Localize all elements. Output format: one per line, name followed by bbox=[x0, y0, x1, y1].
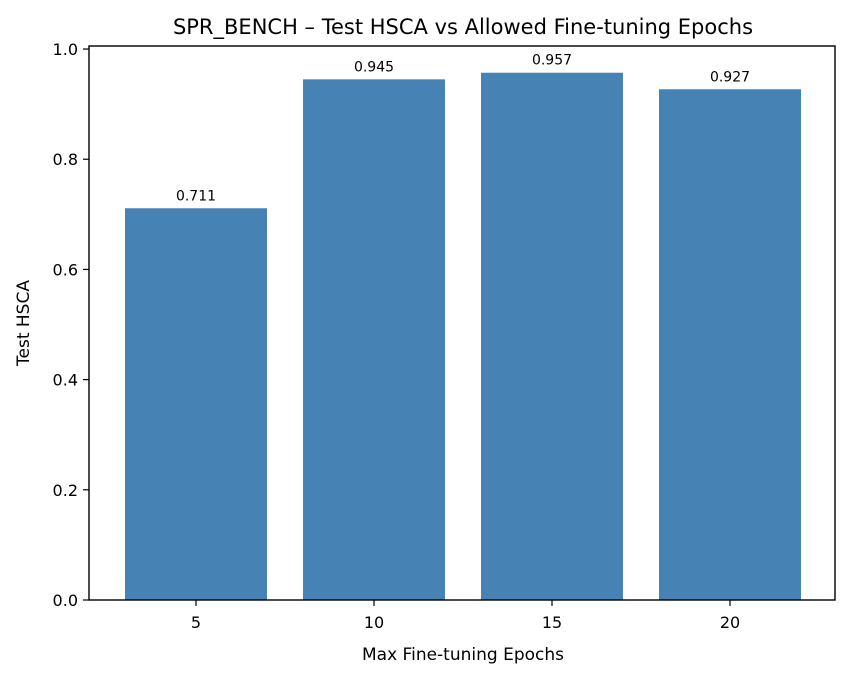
x-tick-label: 20 bbox=[720, 613, 740, 632]
bar-value-label: 0.957 bbox=[532, 53, 572, 69]
bars-layer bbox=[125, 72, 801, 601]
bar-value-label: 0.927 bbox=[710, 69, 750, 85]
y-tick-label: 0.6 bbox=[53, 260, 78, 279]
y-axis-label: Test HSCA bbox=[14, 280, 34, 367]
y-tick-label: 0.2 bbox=[53, 481, 78, 500]
x-tick-label: 10 bbox=[364, 613, 384, 632]
y-axis-ticks: 0.0 0.2 0.4 0.6 0.8 1.0 bbox=[53, 40, 89, 610]
bar-15 bbox=[481, 72, 623, 600]
chart-title: SPR_BENCH – Test HSCA vs Allowed Fine-tu… bbox=[173, 15, 753, 40]
y-tick-label: 0.4 bbox=[53, 371, 78, 390]
bar-value-label: 0.945 bbox=[354, 59, 394, 75]
bar-10 bbox=[303, 79, 445, 600]
bar-labels-layer: 0.711 0.945 0.957 0.927 bbox=[176, 53, 750, 205]
x-tick-label: 5 bbox=[191, 613, 201, 632]
x-tick-label: 15 bbox=[542, 613, 562, 632]
x-axis-ticks: 5 10 15 20 bbox=[191, 600, 740, 632]
bar-5 bbox=[125, 208, 267, 601]
bar-20 bbox=[659, 89, 801, 600]
y-tick-label: 0.8 bbox=[53, 150, 78, 169]
y-tick-label: 0.0 bbox=[53, 591, 78, 610]
x-axis-label: Max Fine-tuning Epochs bbox=[362, 645, 564, 665]
y-tick-label: 1.0 bbox=[53, 40, 78, 59]
bar-value-label: 0.711 bbox=[176, 188, 216, 204]
plot-frame bbox=[88, 45, 836, 601]
